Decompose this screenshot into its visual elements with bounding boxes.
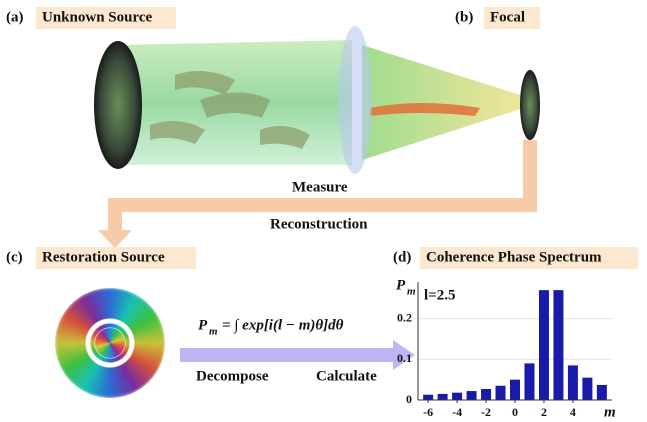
bar: [510, 380, 520, 400]
bar: [597, 385, 607, 400]
bar: [553, 290, 563, 400]
bar: [539, 290, 549, 400]
x-tick-label: -6: [423, 405, 433, 419]
panel-label: (a): [6, 9, 24, 25]
panel-label: (d): [393, 249, 411, 265]
y-axis-label: P: [396, 277, 406, 293]
x-tick-label: 2: [541, 405, 547, 419]
panel-title: Unknown Source: [42, 9, 153, 25]
y-tick-label: 0.1: [397, 351, 412, 365]
x-tick-label: 0: [512, 405, 518, 419]
focal-disk: [520, 70, 540, 140]
y-tick-label: 0.2: [397, 310, 412, 324]
x-tick-label: -2: [481, 405, 491, 419]
bar: [438, 394, 448, 400]
y-tick-label: 0: [406, 392, 412, 406]
bar: [582, 378, 592, 400]
panel-label: (c): [6, 249, 23, 265]
lens: [338, 26, 372, 174]
bar: [423, 395, 433, 400]
x-axis-label: m: [604, 404, 616, 420]
panel-title: Coherence Phase Spectrum: [426, 249, 602, 265]
calculate-label: Calculate: [316, 368, 377, 384]
y-axis-label-subscript: m: [407, 286, 416, 298]
arrowhead: [98, 230, 132, 248]
formula-subscript: m: [209, 326, 218, 338]
annotation: l=2.5: [424, 287, 455, 303]
bar: [568, 365, 578, 400]
panel-title: Focal: [490, 9, 525, 25]
formula: = ∫ exp[i(l − m)θ]dθ: [222, 317, 344, 333]
focus-cone: [362, 45, 530, 160]
bar: [524, 363, 534, 400]
panel-title: Restoration Source: [42, 249, 165, 265]
x-tick-label: 4: [570, 405, 576, 419]
decompose-label: Decompose: [196, 368, 269, 384]
source-disk: [94, 41, 142, 169]
bar: [496, 386, 506, 400]
bar: [452, 393, 462, 400]
x-tick-label: -4: [452, 405, 462, 419]
formula-symbol: P: [198, 317, 208, 333]
panel-label: (b): [455, 9, 473, 25]
figure: (a) Unknown Source (b) Focal Measure Rec…: [0, 0, 647, 422]
bar: [481, 389, 491, 400]
restoration-core: [95, 328, 125, 358]
bar: [467, 391, 477, 400]
measure-label: Measure: [292, 179, 348, 195]
reconstruction-label: Reconstruction: [270, 216, 368, 232]
